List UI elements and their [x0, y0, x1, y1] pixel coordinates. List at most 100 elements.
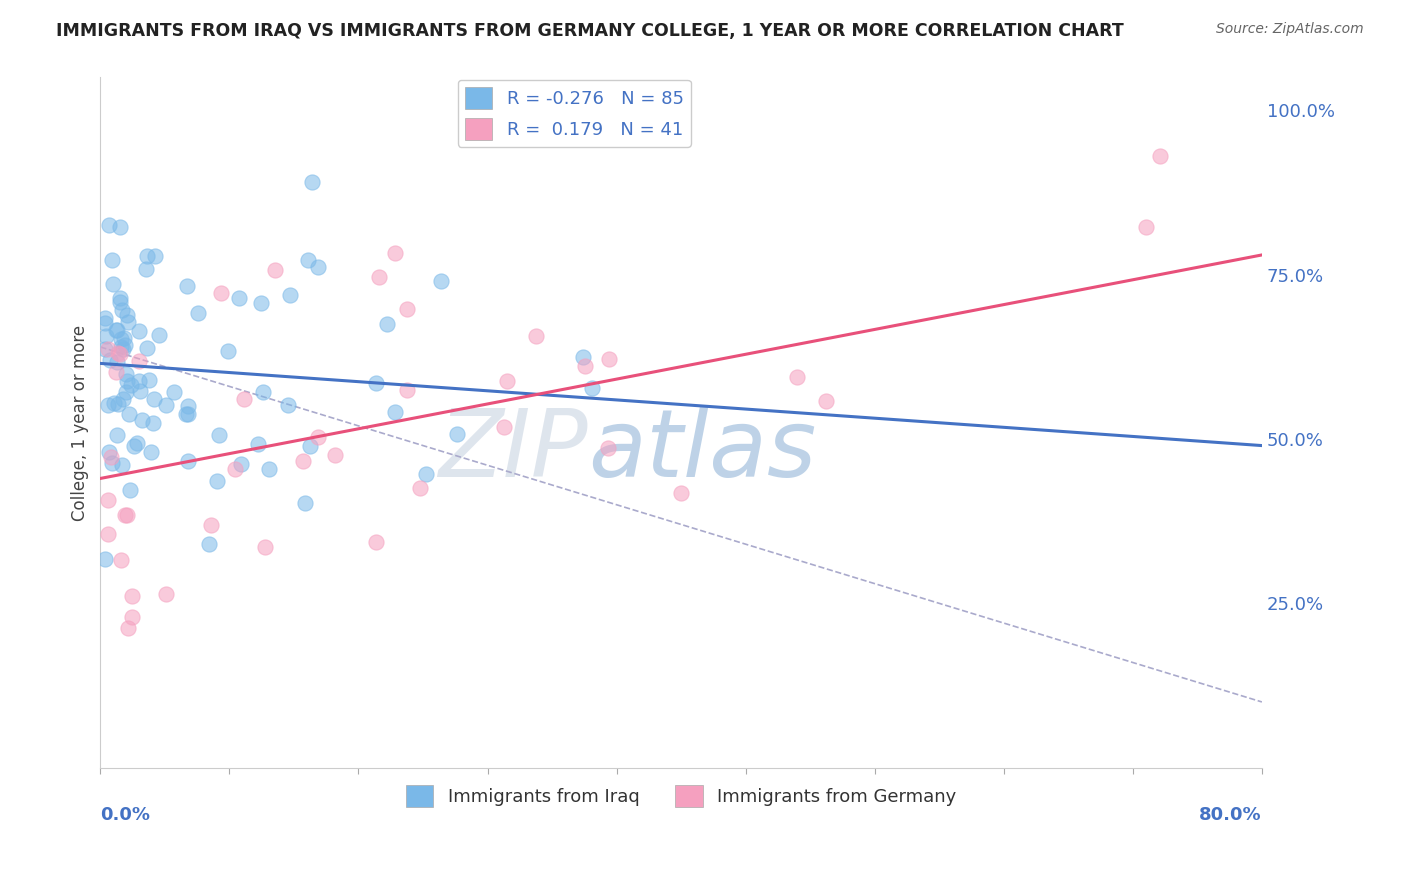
Point — [384, 404, 406, 418]
Point — [409, 481, 432, 495]
Point — [121, 589, 143, 603]
Point — [128, 374, 150, 388]
Point — [97, 527, 120, 541]
Point — [396, 383, 419, 397]
Point — [232, 392, 254, 407]
Point — [97, 493, 120, 508]
Point — [101, 277, 124, 291]
Point — [112, 330, 135, 344]
Point — [97, 445, 120, 459]
Point — [581, 382, 603, 396]
Point — [125, 436, 148, 450]
Text: IMMIGRANTS FROM IRAQ VS IMMIGRANTS FROM GERMANY COLLEGE, 1 YEAR OR MORE CORRELAT: IMMIGRANTS FROM IRAQ VS IMMIGRANTS FROM … — [56, 22, 1123, 40]
Point — [176, 400, 198, 414]
Point — [278, 287, 301, 301]
Point — [494, 420, 516, 434]
Point — [198, 537, 221, 551]
Point — [186, 306, 208, 320]
Point — [98, 219, 121, 233]
Point — [111, 458, 134, 473]
Point — [101, 456, 124, 470]
Point — [118, 483, 141, 498]
Point — [496, 374, 519, 388]
Point — [129, 384, 152, 399]
Point — [108, 346, 131, 360]
Point — [446, 427, 468, 442]
Point — [128, 353, 150, 368]
Y-axis label: College, 1 year or more: College, 1 year or more — [72, 325, 89, 521]
Point — [176, 454, 198, 468]
Point — [117, 621, 139, 635]
Point — [415, 467, 437, 481]
Point — [247, 437, 270, 451]
Point — [294, 496, 316, 510]
Point — [429, 274, 451, 288]
Point — [118, 407, 141, 421]
Point — [108, 295, 131, 310]
Point — [94, 329, 117, 343]
Point — [155, 587, 177, 601]
Point — [110, 341, 132, 355]
Point — [93, 316, 115, 330]
Point — [135, 261, 157, 276]
Point — [135, 249, 157, 263]
Point — [217, 343, 239, 358]
Point — [100, 253, 122, 268]
Point — [110, 219, 132, 234]
Point — [252, 384, 274, 399]
Point — [103, 396, 125, 410]
Point — [209, 286, 232, 301]
Point — [138, 373, 160, 387]
Point — [264, 262, 287, 277]
Point — [524, 329, 547, 343]
Text: atlas: atlas — [588, 405, 817, 496]
Point — [105, 323, 128, 337]
Point — [148, 327, 170, 342]
Point — [117, 314, 139, 328]
Point — [108, 291, 131, 305]
Point — [122, 439, 145, 453]
Point — [131, 413, 153, 427]
Point — [107, 346, 129, 360]
Point — [307, 260, 329, 274]
Point — [176, 407, 198, 421]
Point — [224, 462, 246, 476]
Point — [364, 535, 387, 549]
Point — [139, 445, 162, 459]
Point — [143, 250, 166, 264]
Point — [669, 486, 692, 500]
Point — [136, 342, 159, 356]
Point — [114, 367, 136, 381]
Point — [277, 398, 299, 412]
Text: 0.0%: 0.0% — [100, 805, 150, 823]
Point — [301, 175, 323, 189]
Point — [110, 332, 132, 346]
Point — [176, 279, 198, 293]
Point — [259, 462, 281, 476]
Point — [105, 365, 128, 379]
Point — [1135, 220, 1157, 235]
Point — [207, 428, 229, 442]
Point — [142, 417, 165, 431]
Point — [292, 453, 315, 467]
Point — [307, 430, 329, 444]
Point — [100, 450, 122, 464]
Point — [253, 540, 276, 554]
Point — [572, 350, 595, 364]
Point — [115, 508, 138, 523]
Point — [112, 392, 135, 406]
Point — [384, 245, 406, 260]
Point — [323, 448, 346, 462]
Point — [297, 253, 319, 268]
Point — [97, 342, 120, 356]
Point — [114, 385, 136, 400]
Text: 80.0%: 80.0% — [1199, 805, 1263, 823]
Point — [120, 377, 142, 392]
Point — [117, 308, 139, 322]
Point — [815, 394, 838, 409]
Point — [163, 384, 186, 399]
Point — [368, 270, 391, 285]
Point — [155, 399, 177, 413]
Text: Source: ZipAtlas.com: Source: ZipAtlas.com — [1216, 22, 1364, 37]
Point — [114, 508, 136, 523]
